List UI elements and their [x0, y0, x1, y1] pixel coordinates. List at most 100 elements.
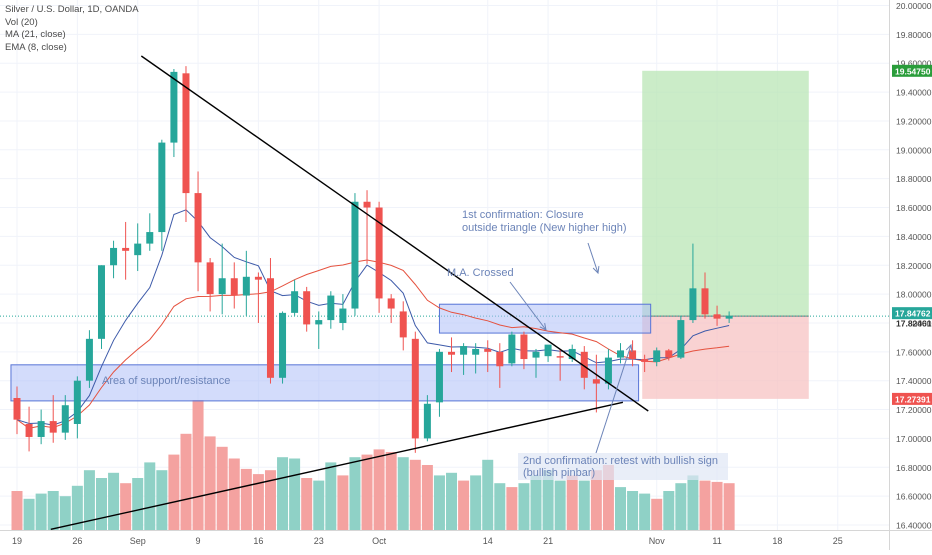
candle: [592, 354, 600, 413]
price-tag-current: 17.84762: [895, 309, 931, 319]
second-confirmation-box: [518, 453, 728, 480]
candle: [61, 395, 69, 440]
candle-body: [496, 351, 504, 367]
candle: [242, 250, 250, 316]
candle-body: [701, 288, 709, 315]
volume-bar: [59, 496, 71, 530]
chart-legend: Silver / U.S. Dollar, 1D, OANDA Vol (20)…: [5, 4, 139, 54]
y-tick-label: 18.20000: [896, 261, 932, 271]
volume-bar: [590, 470, 602, 530]
arrow-ma-crossed-head: [539, 323, 547, 331]
candle: [713, 305, 721, 326]
candle-body: [580, 351, 588, 378]
arrow-first-confirmation-head: [592, 265, 600, 275]
candle-body: [556, 356, 564, 358]
y-tick-label: 18.60000: [896, 203, 932, 213]
candle-body: [291, 291, 299, 313]
y-tick-label: 17.20000: [896, 405, 932, 415]
candle: [508, 331, 516, 367]
volume-bar: [252, 474, 264, 530]
x-tick-label: 25: [833, 536, 843, 546]
candle-body: [411, 338, 419, 439]
candle: [665, 348, 673, 361]
volume-bar: [615, 487, 626, 530]
volume-bar: [687, 475, 699, 530]
candle-body: [194, 193, 202, 263]
price-tag-last: 17.82461: [896, 318, 932, 328]
candle: [363, 190, 371, 264]
candle-body: [617, 350, 624, 358]
x-tick-label: 11: [712, 536, 721, 546]
y-tick-label: 19.40000: [896, 88, 932, 98]
candle-body: [604, 357, 612, 384]
candle: [653, 347, 661, 367]
candle-body: [218, 278, 226, 295]
volume-bar: [663, 491, 675, 530]
candle-body: [230, 278, 238, 296]
candle-body: [97, 265, 105, 339]
candle: [254, 272, 262, 323]
candle: [73, 376, 81, 439]
candle-body: [423, 403, 431, 439]
x-tick-label: Sep: [130, 536, 146, 546]
candle-body: [85, 338, 93, 381]
volume-bar: [446, 472, 458, 530]
volume-bar: [723, 483, 735, 530]
target-zone: [642, 70, 809, 317]
volume-bar: [132, 478, 144, 530]
arrow-first-confirmation: [587, 242, 599, 274]
candle-body: [146, 232, 154, 244]
label-ma-crossed: M.A. Crossed: [447, 267, 514, 279]
volume-bar: [35, 493, 47, 530]
candle: [303, 286, 311, 332]
candle-body: [327, 295, 335, 321]
candle: [387, 294, 395, 323]
price-tag-stop: 17.27391: [895, 394, 931, 404]
candle-body: [568, 348, 576, 360]
y-tick-label: 17.40000: [896, 376, 932, 386]
volume-bar: [301, 478, 313, 530]
volume-bar: [23, 498, 35, 530]
candle-body: [653, 350, 661, 362]
x-tick-label: 18: [772, 536, 782, 546]
candle-body: [520, 334, 528, 360]
zones: [0, 70, 889, 402]
y-tick-label: 18.00000: [896, 290, 932, 300]
y-tick-label: 19.60000: [896, 59, 932, 69]
candle: [629, 340, 637, 367]
candle: [411, 331, 419, 453]
volume-bar: [651, 498, 663, 530]
volume-bar: [373, 449, 385, 530]
candle: [182, 66, 190, 222]
candle: [279, 311, 287, 384]
price-tag-stop-bg: [892, 392, 932, 405]
volume-bar: [95, 478, 107, 530]
candle-body: [484, 348, 492, 352]
candle-body: [122, 247, 130, 251]
zone-support-resistance: [10, 364, 640, 402]
volume-bar: [289, 458, 301, 530]
volume-bar: [433, 475, 445, 530]
candle-body: [266, 278, 274, 378]
candle: [435, 348, 443, 417]
x-tick-label: Oct: [372, 536, 387, 546]
arrow-second-confirmation: [595, 344, 632, 454]
candle-body: [37, 421, 45, 437]
volume-bar: [530, 475, 542, 530]
volume-bar: [506, 487, 518, 530]
candle-body: [677, 320, 685, 358]
volume-bar: [83, 470, 95, 530]
volume-bar: [639, 493, 651, 530]
y-tick-label: 17.60000: [896, 347, 932, 357]
candle-body: [387, 298, 395, 309]
volume-bar: [204, 436, 216, 530]
indicator-ma21: MA (21, close): [5, 29, 66, 40]
volume-bar: [144, 462, 156, 530]
volume-bar: [699, 480, 711, 530]
volume-bar: [120, 483, 132, 530]
candle-body: [13, 398, 21, 420]
volume-bar: [711, 481, 723, 530]
candle: [13, 386, 21, 435]
